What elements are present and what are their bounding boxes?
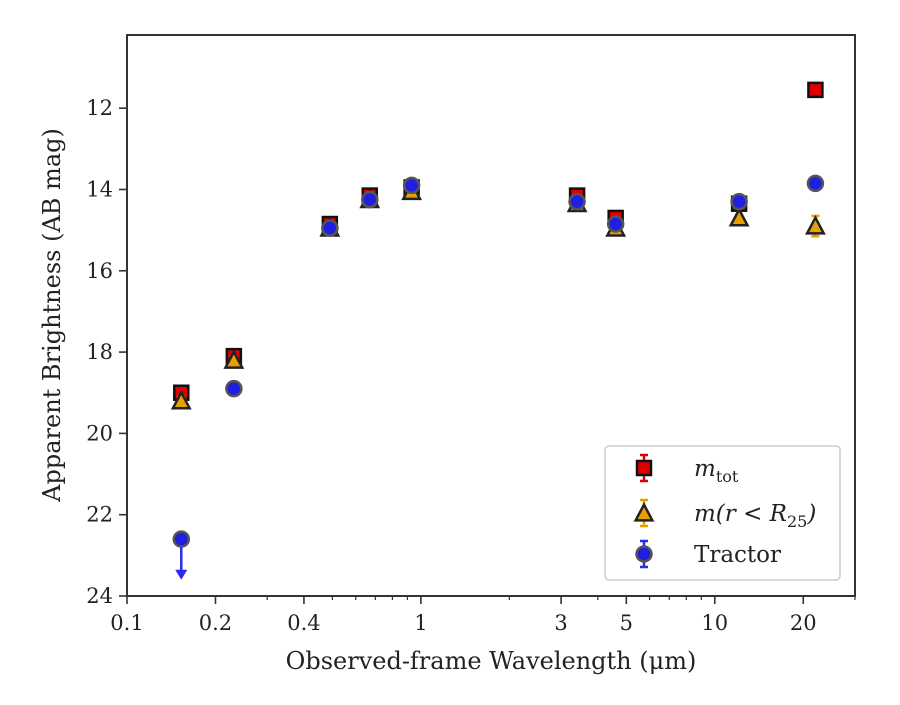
- data-marks: [170, 81, 826, 580]
- legend-marker-triangle: [633, 501, 655, 522]
- upper-limit-arrow-head: [175, 569, 188, 580]
- legend-marker-circle: [635, 545, 653, 563]
- data-point: [606, 215, 625, 233]
- x-tick-label: 10: [701, 611, 728, 635]
- y-tick-label: 24: [86, 584, 113, 608]
- legend-box: [604, 445, 841, 581]
- x-tick-label: 1: [414, 611, 427, 635]
- legend-label: Tractor: [694, 542, 781, 568]
- x-tick-label: 3: [554, 611, 567, 635]
- data-point: [321, 219, 339, 237]
- y-tick-label: 14: [86, 177, 113, 201]
- data-point: [170, 389, 192, 410]
- legend-label: m(r < R25): [694, 501, 816, 531]
- data-point: [806, 174, 825, 193]
- x-tick-label: 0.2: [199, 611, 232, 635]
- y-tick-label: 22: [86, 503, 113, 527]
- legend-marker-square: [635, 459, 653, 477]
- y-axis-label: Apparent Brightness (AB mag): [38, 128, 66, 503]
- axis-ticks: 0.1 0.2 0.4 1 3 5 10 20 12 14 16 18 20 22 24: [86, 96, 856, 635]
- data-point: [568, 192, 586, 211]
- data-point: [804, 215, 826, 235]
- series-circle: [172, 174, 825, 580]
- x-axis-label: Observed-frame Wavelength (μm): [286, 647, 697, 675]
- legend: mtot m(r < R25) Tractor: [604, 445, 841, 581]
- data-point: [223, 349, 245, 369]
- x-tick-label: 0.1: [110, 611, 143, 635]
- x-tick-label: 20: [790, 611, 817, 635]
- plot-frame: [126, 34, 856, 597]
- y-tick-label: 12: [86, 96, 113, 120]
- y-tick-label: 18: [86, 340, 113, 364]
- legend-label: mtot: [694, 456, 739, 486]
- data-point: [172, 530, 191, 548]
- data-point: [361, 190, 379, 209]
- data-point: [225, 379, 243, 398]
- data-point: [728, 206, 750, 227]
- x-tick-label: 5: [620, 611, 633, 635]
- data-point: [402, 176, 421, 195]
- data-point: [730, 192, 748, 211]
- y-tick-label: 20: [86, 421, 113, 445]
- x-tick-label: 0.4: [287, 611, 320, 635]
- y-tick-label: 16: [86, 259, 113, 283]
- data-point: [807, 81, 824, 99]
